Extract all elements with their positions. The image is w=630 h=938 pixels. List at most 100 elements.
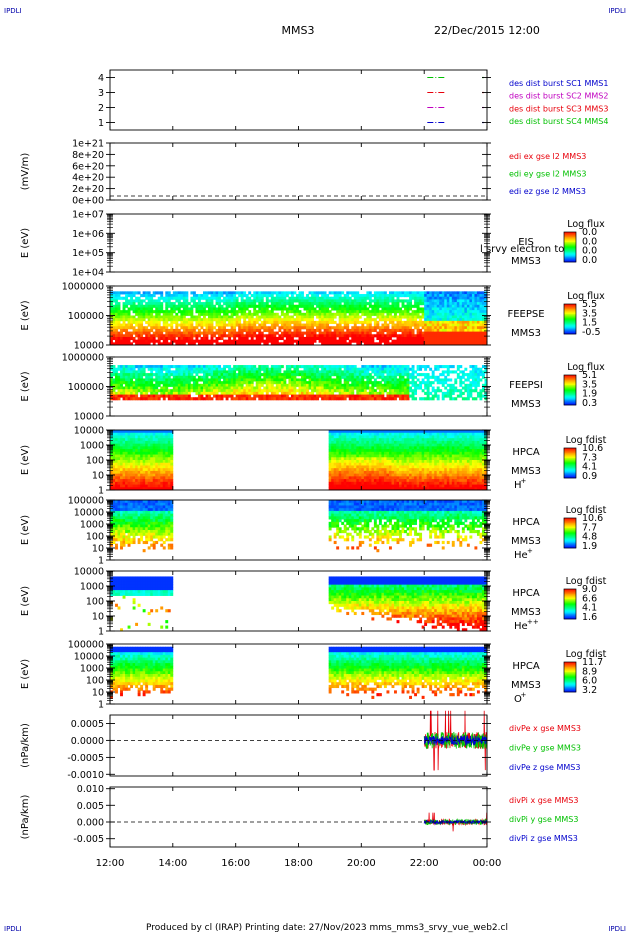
heatmap-cell xyxy=(140,318,143,321)
heatmap-cell xyxy=(128,381,131,384)
heatmap-cell xyxy=(344,302,347,305)
heatmap-cell xyxy=(236,373,239,376)
heatmap-cell xyxy=(286,294,289,297)
heatmap-cell xyxy=(412,329,415,332)
heatmap-cell xyxy=(314,332,317,335)
heatmap-cell xyxy=(120,463,123,466)
heatmap-cell xyxy=(185,397,188,400)
heatmap-cell xyxy=(170,370,173,373)
heatmap-cell xyxy=(125,474,128,477)
heatmap-cell xyxy=(449,313,452,316)
heatmap-cell xyxy=(193,329,196,332)
heatmap-cell xyxy=(412,381,415,384)
heatmap-cell xyxy=(386,310,389,313)
heatmap-cell xyxy=(293,329,296,332)
heatmap-cell xyxy=(389,321,392,324)
heatmap-cell xyxy=(417,324,420,327)
heatmap-cell xyxy=(414,299,417,302)
heatmap-cell xyxy=(128,460,131,463)
heatmap-cell xyxy=(429,313,432,316)
heatmap-cell xyxy=(349,384,352,387)
heatmap-cell xyxy=(389,299,392,302)
heatmap-cell xyxy=(130,471,133,474)
heatmap-cell xyxy=(130,384,133,387)
heatmap-cell xyxy=(238,305,241,308)
heatmap-cell xyxy=(278,337,281,340)
heatmap-cell xyxy=(344,332,347,335)
heatmap-cell xyxy=(278,297,281,300)
heatmap-cell xyxy=(459,395,462,398)
heatmap-cell xyxy=(299,318,302,321)
heatmap-cell xyxy=(351,326,354,329)
heatmap-cell xyxy=(316,302,319,305)
heatmap-cell xyxy=(216,318,219,321)
heatmap-cell xyxy=(356,316,359,319)
heatmap-cell xyxy=(238,392,241,395)
heatmap-cell xyxy=(311,365,314,368)
heatmap-cell xyxy=(163,329,166,332)
heatmap-cell xyxy=(155,373,158,376)
heatmap-cell xyxy=(314,297,317,300)
heatmap-cell xyxy=(258,329,261,332)
heatmap-cell xyxy=(437,316,440,319)
heatmap-cell xyxy=(409,291,412,294)
heatmap-cell xyxy=(173,340,176,343)
heatmap-cell xyxy=(198,318,201,321)
heatmap-cell xyxy=(311,329,314,332)
y-tick-label: 4 xyxy=(98,73,104,84)
heatmap-cell xyxy=(188,368,191,371)
heatmap-cell xyxy=(479,302,482,305)
heatmap-cell xyxy=(241,387,244,390)
heatmap-cell xyxy=(326,332,329,335)
heatmap-cell xyxy=(150,302,153,305)
heatmap-cell xyxy=(452,384,455,387)
heatmap-cell xyxy=(138,441,141,444)
heatmap-cell xyxy=(359,370,362,373)
heatmap-cell xyxy=(341,395,344,398)
heatmap-cell xyxy=(351,370,354,373)
heatmap-cell xyxy=(238,376,241,379)
heatmap-cell xyxy=(479,332,482,335)
heatmap-cell xyxy=(331,297,334,300)
heatmap-cell xyxy=(479,392,482,395)
heatmap-cell xyxy=(402,387,405,390)
heatmap-cell xyxy=(351,376,354,379)
heatmap-cell xyxy=(143,313,146,316)
heatmap-cell xyxy=(326,299,329,302)
heatmap-cell xyxy=(429,321,432,324)
heatmap-cell xyxy=(444,313,447,316)
heatmap-cell xyxy=(306,397,309,400)
heatmap-cell xyxy=(276,291,279,294)
heatmap-cell xyxy=(314,324,317,327)
heatmap-cell xyxy=(178,294,181,297)
heatmap-cell xyxy=(341,389,344,392)
heatmap-cell xyxy=(223,384,226,387)
heatmap-cell xyxy=(299,316,302,319)
heatmap-cell xyxy=(339,324,342,327)
heatmap-cell xyxy=(155,318,158,321)
heatmap-cell xyxy=(447,370,450,373)
heatmap-cell xyxy=(120,452,123,455)
heatmap-cell xyxy=(266,321,269,324)
heatmap-cell xyxy=(467,378,470,381)
heatmap-cell xyxy=(123,326,126,329)
heatmap-cell xyxy=(381,297,384,300)
heatmap-cell xyxy=(329,373,332,376)
heatmap-cell xyxy=(113,378,116,381)
heatmap-cell xyxy=(256,387,259,390)
heatmap-cell xyxy=(155,365,158,368)
heatmap-cell xyxy=(424,337,427,340)
heatmap-cell xyxy=(444,395,447,398)
heatmap-cell xyxy=(256,310,259,313)
heatmap-cell xyxy=(374,294,377,297)
heatmap-cell xyxy=(412,321,415,324)
heatmap-cell xyxy=(324,299,327,302)
heatmap-cell xyxy=(316,368,319,371)
heatmap-cell xyxy=(319,321,322,324)
heatmap-cell xyxy=(180,305,183,308)
heatmap-cell xyxy=(241,332,244,335)
heatmap-cell xyxy=(188,389,191,392)
heatmap-cell xyxy=(278,318,281,321)
heatmap-cell xyxy=(120,438,123,441)
heatmap-cell xyxy=(216,389,219,392)
